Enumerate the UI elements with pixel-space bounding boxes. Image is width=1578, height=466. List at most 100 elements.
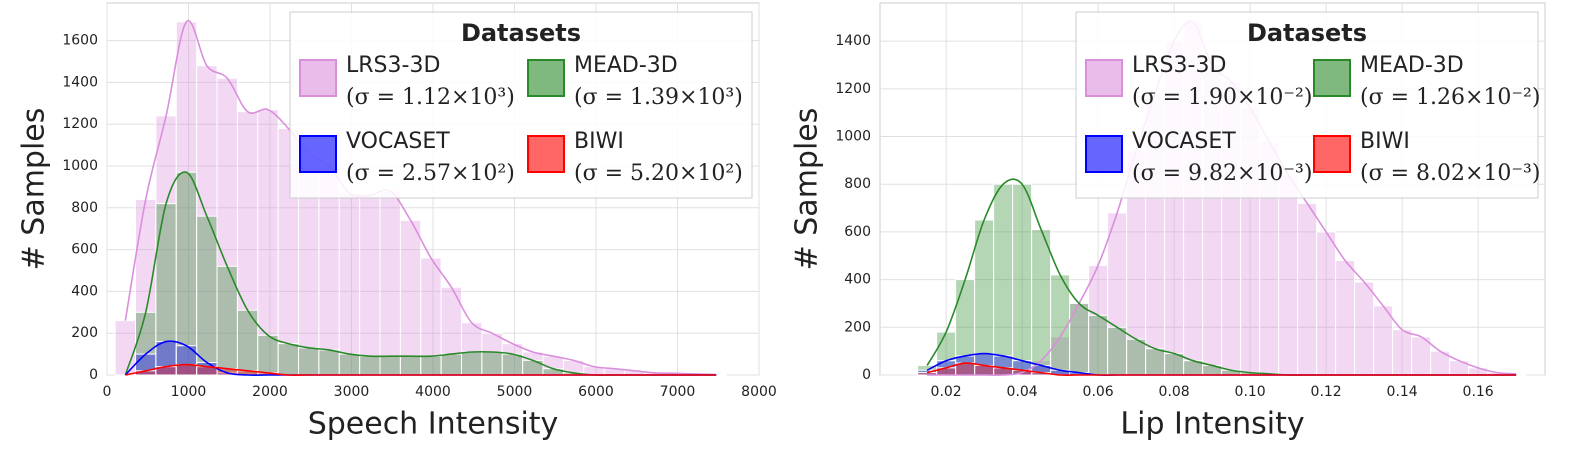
- legend-title: Datasets: [1247, 19, 1367, 47]
- bar: [993, 183, 1014, 376]
- y-tick-label: 800: [71, 200, 98, 216]
- bar: [440, 353, 463, 376]
- density-line: [926, 362, 1517, 376]
- x-tick-label: 1000: [171, 384, 207, 400]
- x-tick-label: 0.16: [1463, 384, 1494, 400]
- bar: [1088, 314, 1109, 376]
- bar: [461, 351, 483, 376]
- legend-sigma: (σ = 1.12×10³): [346, 85, 515, 110]
- y-tick-label: 400: [71, 283, 98, 299]
- legend-box: [289, 11, 753, 199]
- legend-sigma: (σ = 1.90×10⁻²): [1132, 85, 1312, 110]
- bar: [1335, 260, 1356, 376]
- y-tick-label: 1200: [835, 81, 871, 97]
- bar: [338, 192, 361, 376]
- bar: [420, 355, 442, 376]
- legend-label: MEAD-3D: [1360, 53, 1464, 78]
- bar: [175, 364, 198, 376]
- y-tick-label: 600: [844, 224, 871, 240]
- bar: [379, 190, 401, 376]
- legend-label: MEAD-3D: [574, 53, 678, 78]
- bar: [1126, 338, 1147, 376]
- x-axis-label: Lip Intensity: [1120, 407, 1304, 442]
- legend-swatch: [1085, 59, 1123, 97]
- legend-swatch: [299, 59, 337, 97]
- legend-label: VOCASET: [346, 129, 450, 154]
- bar: [542, 368, 564, 376]
- bar: [1297, 202, 1318, 376]
- legend-sigma: (σ = 2.57×10²): [346, 161, 515, 186]
- legend-swatch: [1085, 135, 1123, 173]
- y-tick-label: 1600: [62, 33, 98, 49]
- y-tick-label: 200: [71, 325, 98, 341]
- bar: [277, 343, 300, 376]
- x-tick-label: 7000: [660, 384, 696, 400]
- legend-label: BIWI: [1360, 129, 1410, 154]
- y-tick-label: 1400: [835, 33, 871, 49]
- bar: [196, 215, 218, 376]
- x-tick-label: 0.08: [1159, 384, 1190, 400]
- y-tick-label: 200: [844, 319, 871, 335]
- y-tick-label: 0: [862, 367, 871, 383]
- bar: [399, 355, 422, 376]
- bar: [318, 349, 340, 376]
- legend-sigma: (σ = 9.82×10⁻³): [1132, 161, 1312, 186]
- x-tick-label: 0.06: [1083, 384, 1114, 400]
- bar: [1012, 183, 1033, 376]
- bar: [481, 351, 503, 376]
- bar: [1392, 329, 1413, 376]
- bar: [257, 334, 279, 376]
- x-tick-label: 0: [103, 384, 112, 400]
- bar: [359, 355, 381, 376]
- bar: [1316, 231, 1337, 376]
- legend-swatch: [527, 135, 565, 173]
- x-axis-label: Speech Intensity: [308, 407, 559, 442]
- bar: [1354, 281, 1375, 376]
- legend-label: BIWI: [574, 129, 624, 154]
- legend-label: LRS3-3D: [346, 53, 440, 78]
- bar: [1411, 336, 1432, 376]
- bar: [1107, 326, 1128, 376]
- y-axis-label: # Samples: [790, 108, 825, 271]
- legend-sigma: (σ = 1.39×10³): [574, 85, 743, 110]
- x-tick-label: 2000: [252, 384, 288, 400]
- x-tick-label: 0.12: [1311, 384, 1342, 400]
- legend-label: LRS3-3D: [1132, 53, 1226, 78]
- y-tick-label: 800: [844, 176, 871, 192]
- bar: [175, 171, 198, 376]
- x-tick-label: 8000: [741, 384, 777, 400]
- bar: [338, 353, 361, 376]
- bar: [1145, 348, 1166, 376]
- legend-swatch: [1313, 135, 1351, 173]
- bar: [298, 347, 320, 376]
- legend-sigma: (σ = 1.26×10⁻²): [1360, 85, 1540, 110]
- legend-box: [1075, 11, 1539, 199]
- legend-sigma: (σ = 8.02×10⁻³): [1360, 161, 1540, 186]
- y-tick-label: 1200: [62, 116, 98, 132]
- legend-swatch: [299, 135, 337, 173]
- bar: [974, 219, 995, 376]
- bar: [1278, 174, 1299, 376]
- bar: [1468, 367, 1489, 376]
- x-tick-label: 0.14: [1387, 384, 1418, 400]
- y-tick-label: 1400: [62, 74, 98, 90]
- legend-label: VOCASET: [1132, 129, 1236, 154]
- legend-swatch: [1313, 59, 1351, 97]
- bar: [379, 355, 401, 376]
- x-tick-label: 5000: [497, 384, 533, 400]
- density-line: [124, 20, 717, 376]
- x-tick-label: 0.04: [1007, 384, 1038, 400]
- y-tick-label: 0: [89, 367, 98, 383]
- x-tick-label: 0.02: [931, 384, 962, 400]
- y-tick-label: 400: [844, 272, 871, 288]
- x-tick-label: 6000: [578, 384, 614, 400]
- legend-sigma: (σ = 5.20×10²): [574, 161, 743, 186]
- x-tick-label: 0.10: [1235, 384, 1266, 400]
- bar: [359, 194, 381, 376]
- y-axis-label: # Samples: [17, 108, 52, 271]
- y-tick-label: 1000: [835, 129, 871, 145]
- x-tick-label: 4000: [415, 384, 451, 400]
- legend-swatch: [527, 59, 565, 97]
